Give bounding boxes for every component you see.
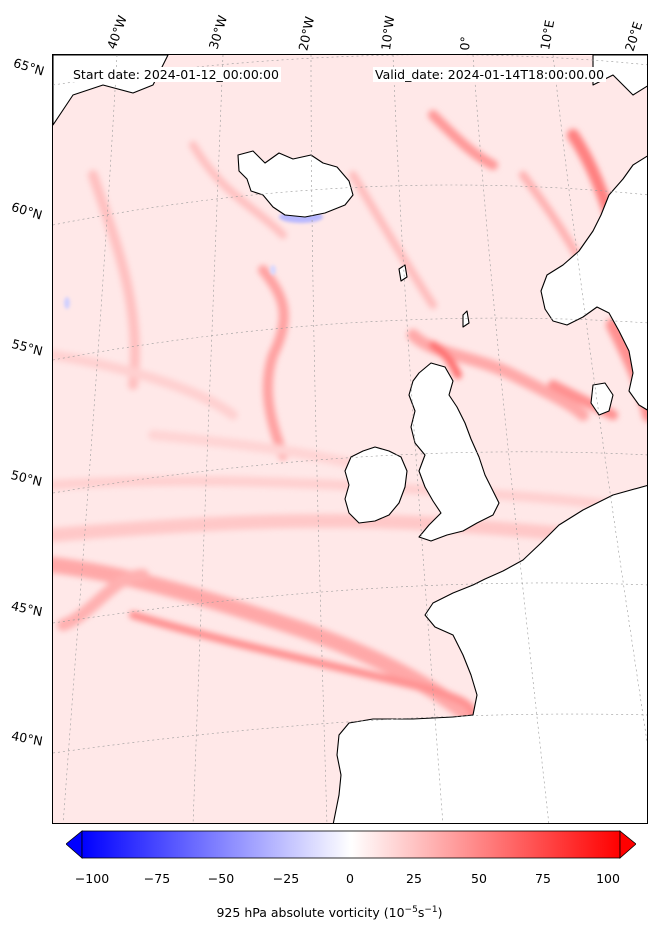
colorbar-extend-high <box>619 830 636 859</box>
lon-label-20e: 20°E <box>621 19 646 53</box>
greenland <box>53 55 169 126</box>
lat-label-65n: 65°N <box>11 55 47 79</box>
great-britain <box>408 362 500 542</box>
continental-europe <box>332 484 647 823</box>
colorbar-tick-label: −50 <box>207 871 235 886</box>
lat-label-60n: 60°N <box>9 199 45 223</box>
colorbar <box>66 830 636 859</box>
colorbar-tick-label: 100 <box>596 871 620 886</box>
colorbar-label: 925 hPa absolute vorticity (10−5s−1) <box>216 905 443 921</box>
start-date-label: Start date: 2024-01-12_00:00:00 <box>71 67 281 82</box>
graticule <box>53 55 647 823</box>
colorbar-tick-label: 25 <box>406 871 422 886</box>
denmark <box>590 382 614 416</box>
iceland <box>237 150 354 218</box>
colorbar-tick-label: −100 <box>74 871 110 886</box>
lat-label-50n: 50°N <box>9 467 44 490</box>
map-canvas <box>53 55 647 823</box>
vorticity-map: Start date: 2024-01-12_00:00:00 Valid_da… <box>52 54 648 824</box>
lon-label-30w: 30°W <box>205 13 231 51</box>
colorbar-extend-low <box>66 830 83 859</box>
land-masses <box>53 55 647 823</box>
colorbar-tick-label: −75 <box>143 871 171 886</box>
lon-label-10e: 10°E <box>537 18 558 51</box>
norway-north <box>592 55 647 96</box>
lat-label-40n: 40°N <box>10 728 44 749</box>
lon-label-20w: 20°W <box>295 15 318 52</box>
colorbar-tick-label: 0 <box>346 871 354 886</box>
valid-date-label: Valid_date: 2024-01-14T18:00:00.00 <box>373 67 607 82</box>
ireland <box>344 446 408 524</box>
colorbar-gradient <box>81 830 621 859</box>
faroe-islands <box>398 264 408 282</box>
lon-label-10w: 10°W <box>378 14 398 52</box>
masked-areas <box>353 205 647 795</box>
colorbar-tick-label: −25 <box>272 871 300 886</box>
lat-label-55n: 55°N <box>10 336 45 359</box>
lat-label-45n: 45°N <box>9 598 44 620</box>
lon-label-40w: 40°W <box>103 13 130 51</box>
scandinavia <box>540 155 647 411</box>
shetland-islands <box>462 310 470 328</box>
colorbar-tick-label: 75 <box>535 871 551 886</box>
colorbar-tick-label: 50 <box>471 871 487 886</box>
lon-label-0: 0° <box>457 35 473 51</box>
